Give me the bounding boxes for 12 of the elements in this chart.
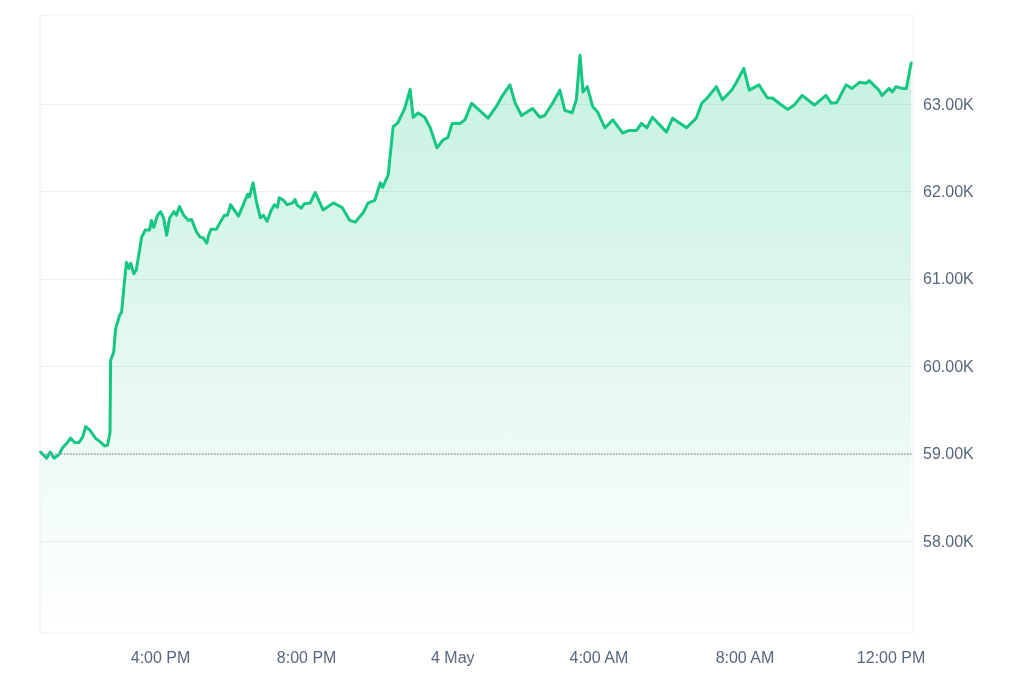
y-tick-label: 60.00K xyxy=(923,357,975,375)
y-tick-label: 61.00K xyxy=(923,270,975,288)
x-tick-label: 12:00 PM xyxy=(856,648,926,666)
x-tick-label: 8:00 AM xyxy=(715,648,775,666)
x-tick-label: 4:00 AM xyxy=(569,648,629,666)
y-tick-label: 58.00K xyxy=(923,532,975,550)
x-tick-label: 8:00 PM xyxy=(276,648,337,666)
x-tick-label: 4 May xyxy=(430,648,475,666)
y-tick-label: 59.00K xyxy=(923,445,975,463)
y-tick-label: 62.00K xyxy=(923,183,975,201)
y-tick-label: 63.00K xyxy=(923,95,975,113)
x-tick-label: 4:00 PM xyxy=(130,648,191,666)
